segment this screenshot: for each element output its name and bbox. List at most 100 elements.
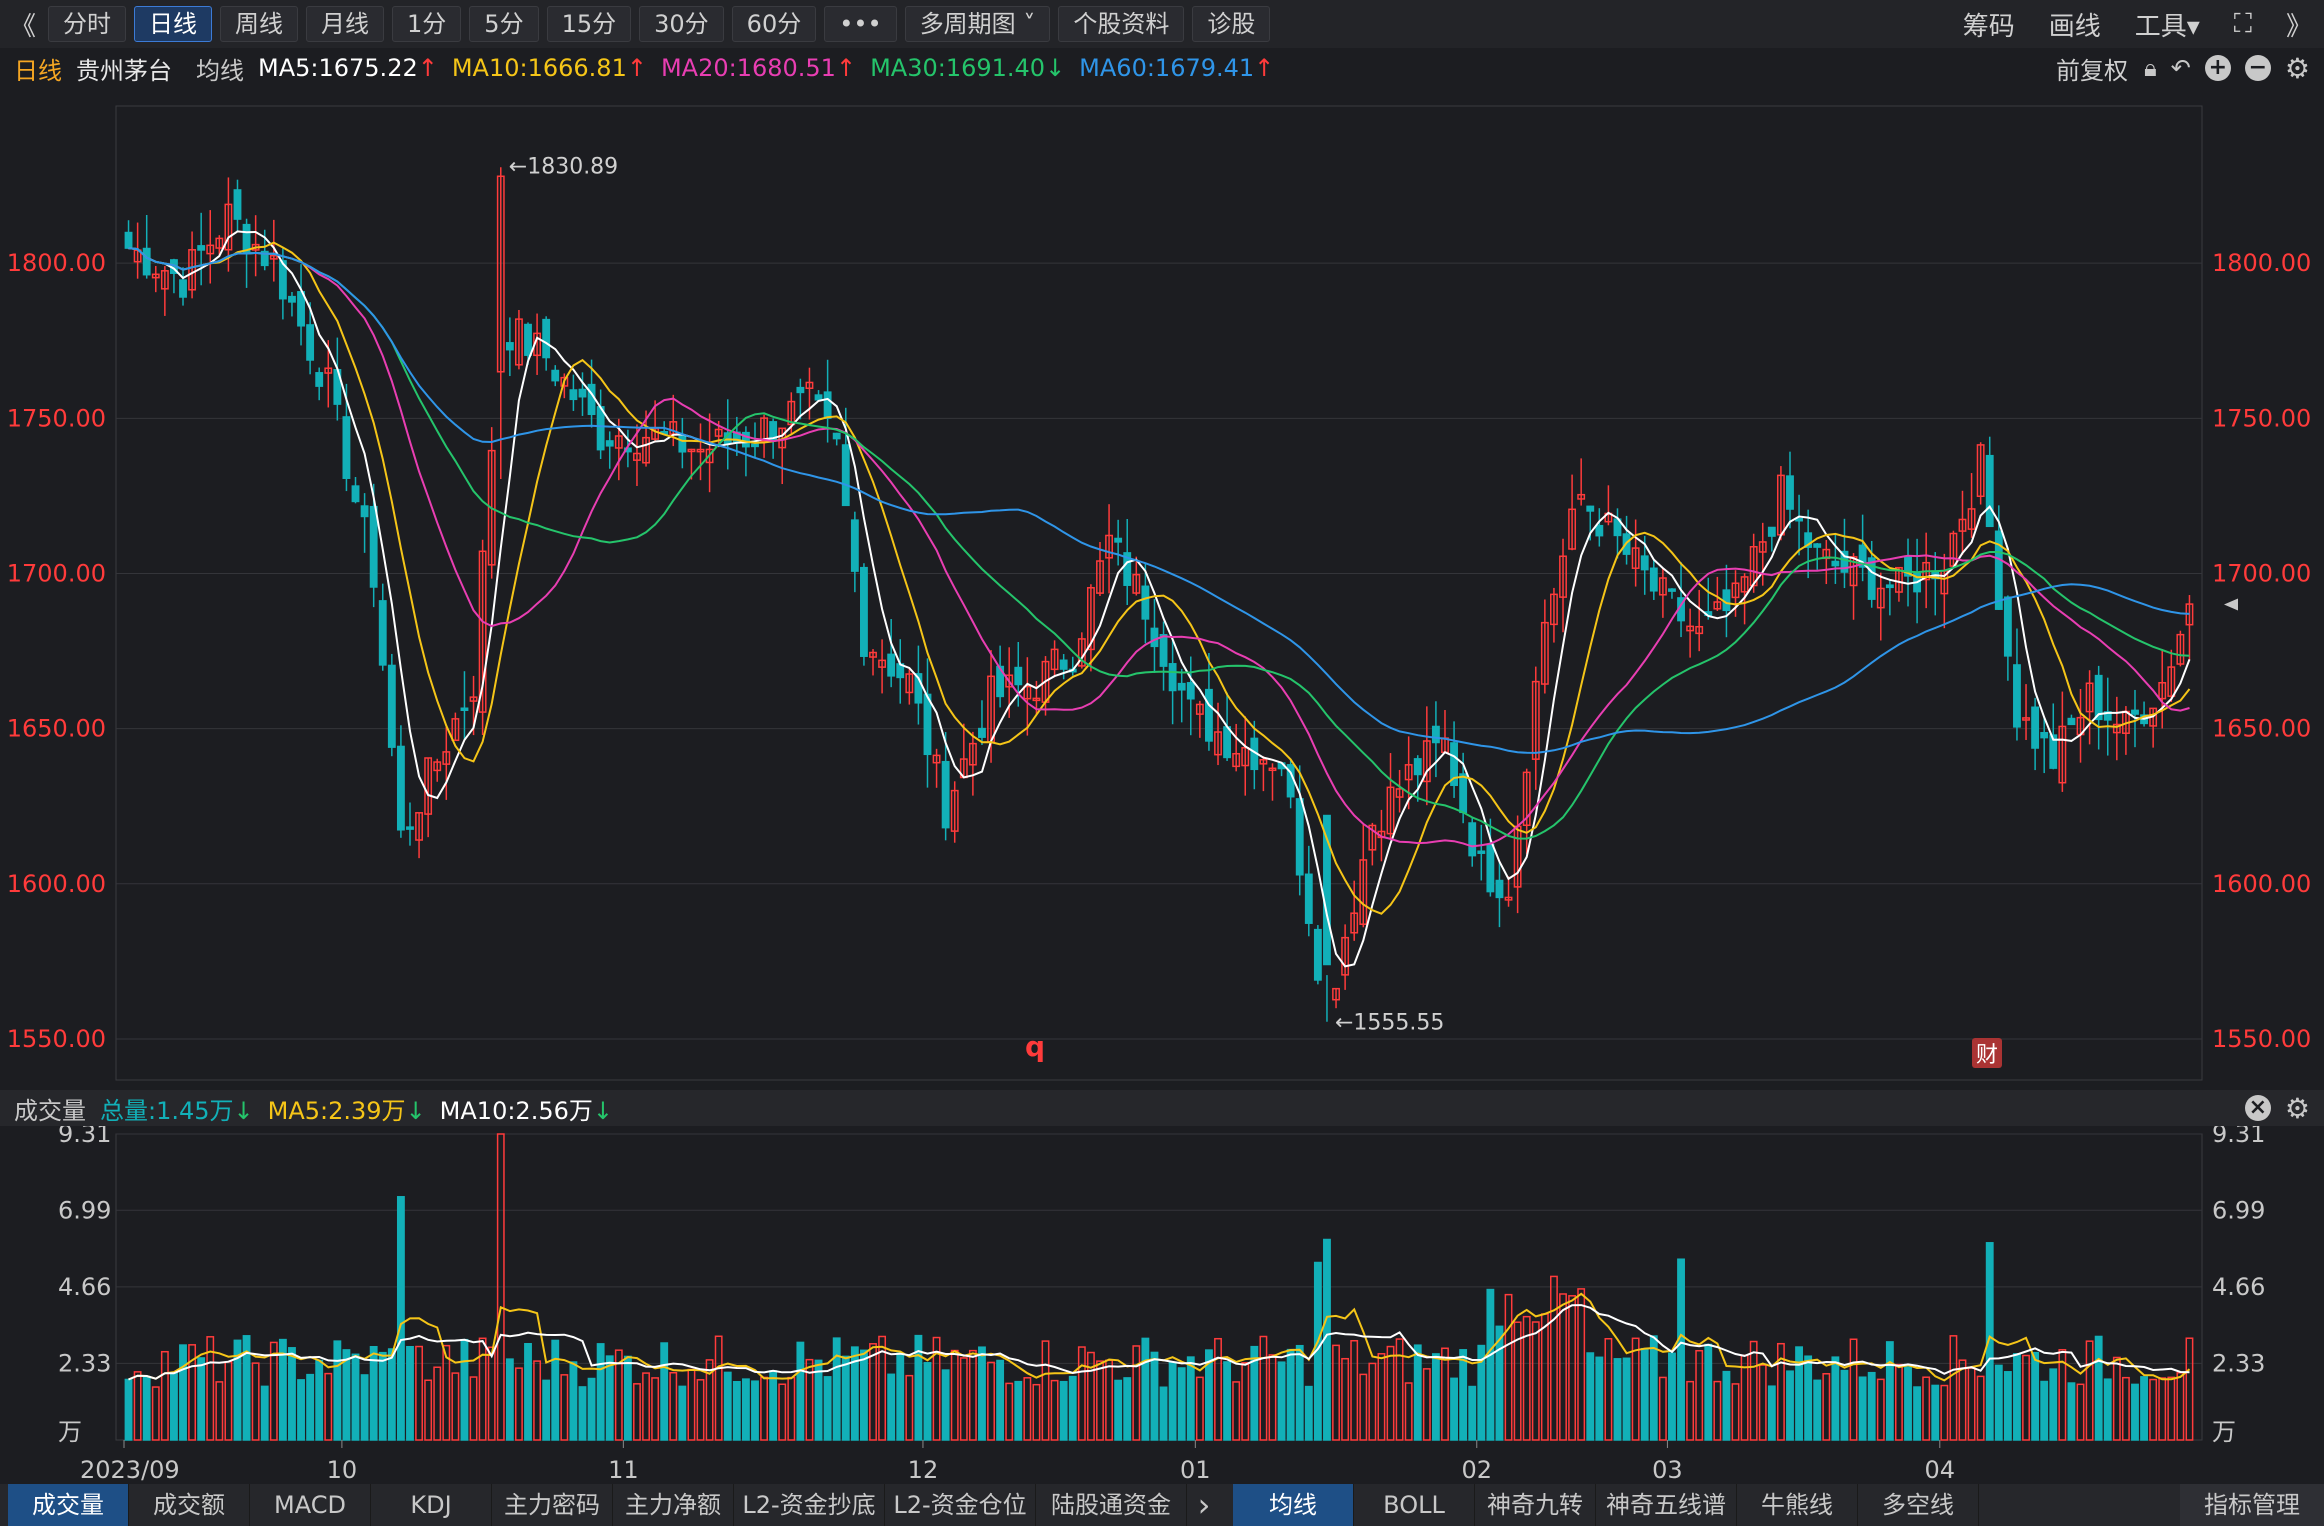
settings-icon[interactable]: ⚙: [2284, 51, 2310, 85]
lock-icon[interactable]: 🔒︎: [2144, 54, 2157, 82]
zoom-out-icon[interactable]: −: [2244, 55, 2271, 81]
volume-bar: [2003, 1371, 2012, 1441]
candle-body: [542, 318, 551, 359]
candle-body: [1005, 674, 1014, 688]
candle-body: [1268, 767, 1277, 772]
candle-body: [2022, 717, 2030, 721]
tab-6[interactable]: 15分: [546, 6, 632, 42]
volume-ma10-line: [128, 1304, 2190, 1381]
volume-bar: [2167, 1376, 2176, 1441]
indicator-tab-right-3[interactable]: 神奇五线谱: [1596, 1484, 1737, 1526]
candle-body: [841, 444, 850, 507]
candle-body: [642, 436, 650, 464]
volume-bar: [351, 1353, 360, 1441]
indicator-tab-left-6[interactable]: L2-资金抄底: [734, 1484, 885, 1526]
collapse-icon[interactable]: 》: [2285, 11, 2312, 42]
close-icon[interactable]: ×: [2244, 1095, 2271, 1121]
candle-body: [278, 260, 287, 300]
volume-bar: [714, 1335, 723, 1441]
candle-body: [1731, 582, 1740, 599]
volume-bar: [1895, 1363, 1903, 1441]
draw-button[interactable]: 画线: [2048, 11, 2101, 42]
candle-body: [233, 189, 242, 220]
indicator-tab-left-7[interactable]: L2-资金仓位: [885, 1484, 1036, 1526]
volume-bar: [142, 1375, 151, 1441]
indicator-tab-right-1[interactable]: BOLL: [1354, 1484, 1475, 1526]
volume-bar: [1822, 1373, 1831, 1441]
candle-body: [1876, 587, 1885, 609]
volume-title[interactable]: 成交量: [14, 1096, 86, 1125]
chips-button[interactable]: 筹码: [1962, 11, 2015, 42]
volume-bar: [1032, 1383, 1041, 1441]
volume-ma5: MA5:2.39万↓: [267, 1096, 426, 1125]
volume-bar: [415, 1345, 423, 1441]
tab-11[interactable]: 个股资料: [1058, 6, 1185, 42]
x-tick-label: 10: [327, 1456, 358, 1484]
volume-bar: [1332, 1344, 1340, 1441]
indicator-tab-right-2[interactable]: 神奇九转: [1475, 1484, 1596, 1526]
indicator-tab-right-5[interactable]: 多空线: [1858, 1484, 1979, 1526]
volume-bar: [1168, 1361, 1177, 1441]
volume-bar: [605, 1355, 614, 1441]
adjust-mode[interactable]: 前复权: [2056, 56, 2128, 85]
volume-chart[interactable]: 9.31 9.31 6.99 6.99 4.66 4.66 2.33 2.33 万 万 2023/0…: [0, 1126, 2324, 1484]
candle-body: [1804, 532, 1813, 548]
kline-chart[interactable]: 1800.00 1800.00 1750.00 1750.00 1700.00 1700.…: [0, 88, 2324, 1090]
ma-label[interactable]: 均线: [196, 56, 244, 85]
tab-5[interactable]: 5分: [469, 6, 539, 42]
fullscreen-icon[interactable]: ⛶: [2233, 8, 2252, 39]
undo-icon[interactable]: ↶: [2170, 54, 2191, 82]
ma5-value: MA5:1675.22↑: [258, 54, 438, 82]
candle-body: [424, 757, 433, 815]
candle-body: [460, 707, 469, 711]
volume-bar: [1622, 1357, 1631, 1441]
indicator-tab-left-8[interactable]: 陆股通资金: [1036, 1484, 1187, 1526]
candle-body: [1795, 517, 1803, 522]
indicator-tab-right-4[interactable]: 牛熊线: [1737, 1484, 1858, 1526]
candle-body: [360, 505, 369, 518]
candle-body: [905, 673, 914, 694]
tab-4[interactable]: 1分: [392, 6, 462, 42]
candle-body: [1177, 682, 1186, 691]
tab-2[interactable]: 周线: [220, 6, 299, 42]
indicator-tab-right-0[interactable]: 均线: [1233, 1484, 1354, 1526]
volume-bar: [2112, 1356, 2121, 1441]
candle-body: [814, 394, 823, 401]
tab-12[interactable]: 诊股: [1192, 6, 1271, 42]
volume-bar: [297, 1379, 305, 1441]
settings-icon[interactable]: ⚙: [2284, 1091, 2310, 1125]
indicator-tab-left-1[interactable]: 成交额: [129, 1484, 250, 1526]
toolbar: 《 分时 日线 周线 月线 1分 5分 15分 30分 60分 ••• 多周期图 ˅ 个股资料 诊股 筹…: [0, 0, 2324, 49]
candle-body: [2031, 706, 2040, 749]
tab-9[interactable]: •••: [824, 6, 897, 42]
volume-bar: [1223, 1361, 1232, 1441]
candle-body: [2085, 682, 2094, 713]
indicator-tab-left-2[interactable]: MACD: [250, 1484, 371, 1526]
tab-7[interactable]: 30分: [639, 6, 724, 42]
volume-bar: [1604, 1337, 1613, 1441]
tab-3[interactable]: 月线: [306, 6, 385, 42]
candle-body: [2013, 664, 2021, 728]
back-button[interactable]: 《: [10, 11, 37, 42]
tab-1[interactable]: 日线: [134, 6, 213, 42]
next-icon[interactable]: ›: [1197, 1486, 1211, 1524]
volume-bar: [741, 1378, 750, 1441]
tab-0[interactable]: 分时: [48, 6, 127, 42]
volume-tick-label-right: 6.99: [2212, 1196, 2265, 1224]
volume-bar: [1867, 1371, 1876, 1441]
indicator-tab-left-3[interactable]: KDJ: [371, 1484, 492, 1526]
indicator-tab-left-5[interactable]: 主力净额: [613, 1484, 734, 1526]
indicator-manage-button[interactable]: 指标管理: [2180, 1484, 2324, 1526]
volume-bar: [596, 1343, 605, 1441]
tools-button[interactable]: 工具▾: [2134, 11, 2200, 42]
candle-body: [1595, 524, 1604, 537]
tab-10[interactable]: 多周期图 ˅: [904, 6, 1051, 42]
volume-bar: [533, 1360, 542, 1441]
candle-body: [378, 600, 387, 666]
candle-body: [487, 449, 496, 566]
indicator-tab-left-4[interactable]: 主力密码: [492, 1484, 613, 1526]
volume-bar: [1304, 1385, 1313, 1441]
tab-8[interactable]: 60分: [731, 6, 817, 42]
indicator-tab-left-0[interactable]: 成交量: [8, 1484, 129, 1526]
zoom-in-icon[interactable]: +: [2204, 55, 2231, 81]
